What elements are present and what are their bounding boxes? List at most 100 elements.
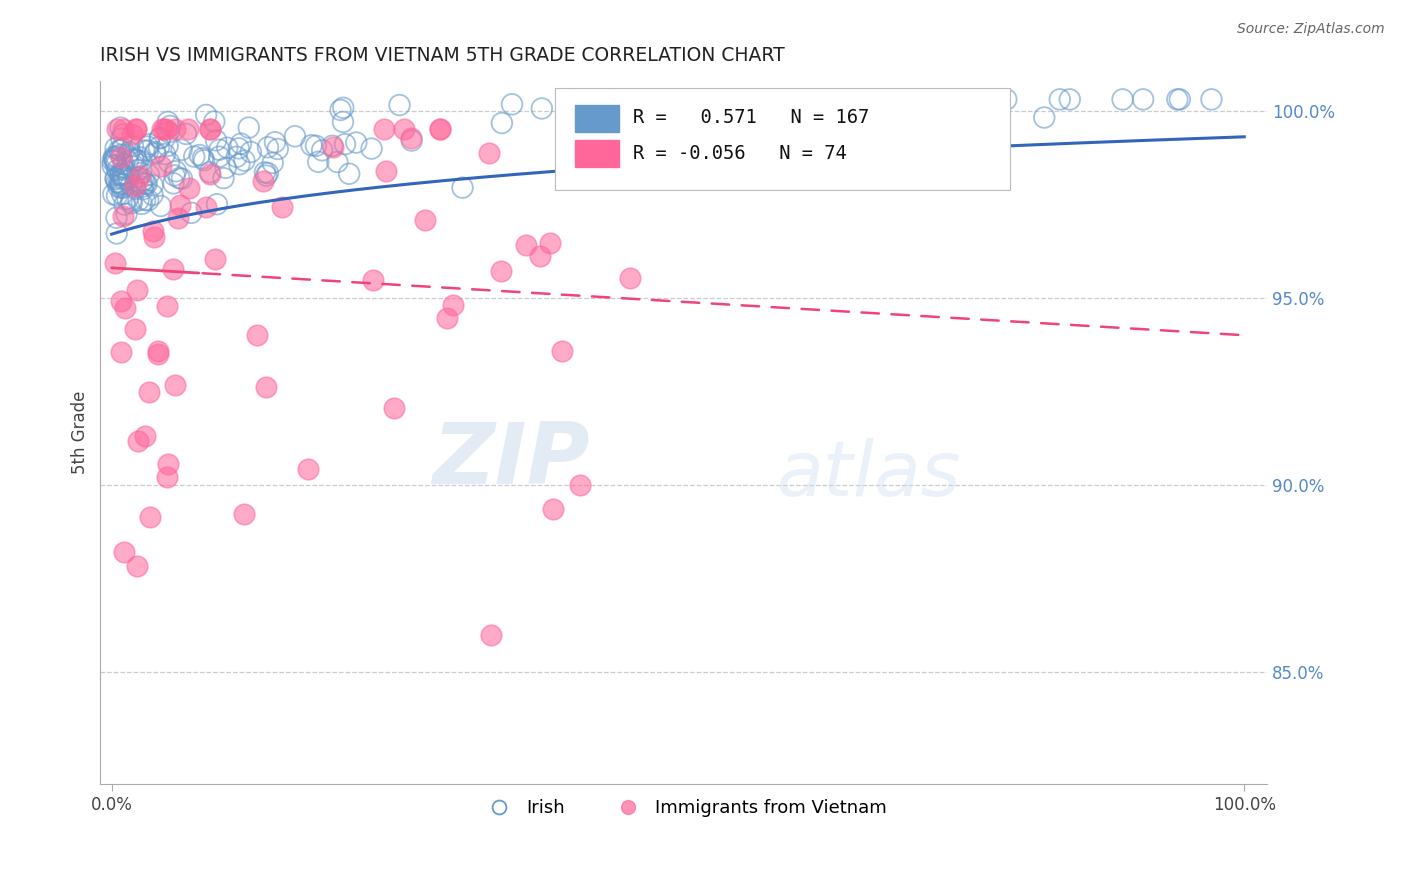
Point [152, 122, 174, 136]
Point [142, 178, 165, 193]
Point [110, 178, 132, 192]
Point [136, 139, 159, 153]
Point [257, 166, 280, 180]
Point [238, 120, 260, 135]
Point [101, 153, 124, 168]
Point [814, 92, 837, 106]
Point [114, 301, 136, 315]
Point [149, 131, 172, 145]
Point [415, 213, 437, 227]
Point [127, 163, 149, 178]
Point [118, 145, 141, 159]
Point [120, 194, 142, 208]
Point [105, 175, 128, 189]
Point [142, 230, 165, 244]
Point [108, 167, 131, 181]
Point [110, 177, 132, 191]
Point [159, 119, 181, 133]
Point [134, 144, 156, 158]
Point [112, 209, 135, 223]
Point [101, 159, 124, 173]
Point [156, 115, 179, 129]
Point [451, 180, 474, 194]
Point [163, 169, 186, 183]
Point [332, 115, 354, 129]
Point [550, 343, 572, 358]
Point [515, 238, 537, 252]
Point [104, 171, 127, 186]
Point [619, 271, 641, 285]
Point [198, 122, 221, 136]
Text: IRISH VS IMMIGRANTS FROM VIETNAM 5TH GRADE CORRELATION CHART: IRISH VS IMMIGRANTS FROM VIETNAM 5TH GRA… [100, 46, 785, 65]
Point [748, 127, 770, 141]
Point [143, 146, 166, 161]
Point [124, 178, 146, 193]
Point [491, 264, 513, 278]
Point [127, 170, 149, 185]
Point [225, 150, 247, 164]
Point [1049, 92, 1071, 106]
Point [153, 147, 176, 161]
Point [301, 138, 323, 153]
Point [436, 310, 458, 325]
Point [105, 211, 128, 225]
Point [612, 92, 634, 106]
Point [156, 299, 179, 313]
Point [578, 131, 600, 145]
Point [198, 167, 221, 181]
Point [195, 108, 218, 122]
Point [217, 141, 239, 155]
Point [117, 172, 139, 186]
Point [501, 97, 523, 112]
Point [388, 98, 411, 112]
Point [142, 224, 165, 238]
Point [122, 153, 145, 167]
Point [127, 434, 149, 449]
Point [139, 510, 162, 524]
Point [735, 92, 758, 106]
Point [128, 194, 150, 208]
Point [148, 140, 170, 154]
Point [124, 322, 146, 336]
Point [254, 169, 277, 183]
Text: Source: ZipAtlas.com: Source: ZipAtlas.com [1237, 22, 1385, 37]
Point [205, 197, 228, 211]
Point [215, 161, 238, 175]
Text: R =   0.571   N = 167: R = 0.571 N = 167 [634, 109, 870, 128]
Point [598, 105, 620, 120]
Point [1033, 111, 1056, 125]
Point [108, 175, 131, 189]
Point [112, 166, 135, 180]
Point [177, 181, 200, 195]
Point [332, 101, 354, 115]
Point [205, 133, 228, 147]
Point [198, 122, 221, 136]
Point [131, 197, 153, 211]
Point [541, 501, 564, 516]
Point [110, 168, 132, 182]
Point [637, 131, 659, 145]
Point [110, 345, 132, 359]
Point [183, 150, 205, 164]
Text: ZIP: ZIP [433, 419, 591, 502]
Point [1132, 92, 1154, 106]
Point [143, 145, 166, 160]
Point [105, 227, 128, 241]
Point [146, 346, 169, 360]
Point [208, 150, 231, 164]
Point [188, 148, 211, 162]
Point [1201, 92, 1223, 106]
Point [232, 507, 254, 521]
Point [374, 163, 396, 178]
Point [149, 199, 172, 213]
Point [125, 153, 148, 167]
Point [163, 378, 186, 392]
Point [138, 137, 160, 152]
Bar [575, 140, 620, 167]
Point [983, 96, 1005, 111]
Point [122, 139, 145, 153]
Point [110, 120, 132, 135]
Point [129, 166, 152, 180]
Point [262, 156, 284, 170]
Point [112, 171, 135, 186]
